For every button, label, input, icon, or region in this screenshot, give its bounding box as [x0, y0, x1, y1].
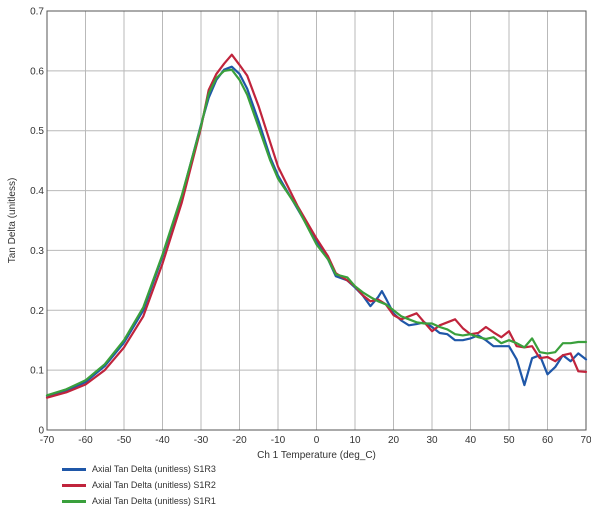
x-tick-label: 70 — [580, 435, 591, 446]
x-tick-label: 50 — [503, 435, 515, 446]
y-tick-label: 0.4 — [30, 186, 44, 197]
x-tick-label: -30 — [194, 435, 209, 446]
x-tick-label: 60 — [542, 435, 554, 446]
y-tick-label: 0.2 — [30, 306, 44, 317]
legend-swatch-s1r2 — [62, 483, 86, 487]
x-tick-label: -70 — [40, 435, 55, 446]
x-tick-label: 20 — [388, 435, 400, 446]
y-tick-label: 0.5 — [30, 126, 44, 137]
legend-swatch-s1r3 — [62, 467, 86, 471]
legend-swatch-s1r1 — [62, 499, 86, 503]
x-tick-label: 30 — [426, 435, 438, 446]
x-tick-label: 0 — [314, 435, 320, 446]
legend-label-s1r3: Axial Tan Delta (unitless) S1R3 — [92, 464, 216, 474]
x-tick-label: -40 — [155, 435, 170, 446]
legend-label-s1r1: Axial Tan Delta (unitless) S1R1 — [92, 496, 216, 506]
x-tick-label: -60 — [78, 435, 93, 446]
y-tick-label: 0.6 — [30, 66, 44, 77]
series-lines — [45, 53, 588, 399]
legend-item-s1r1: Axial Tan Delta (unitless) S1R1 — [62, 494, 216, 508]
x-tick-label: -20 — [232, 435, 247, 446]
x-tick-label: 10 — [349, 435, 361, 446]
y-tick-label: 0.3 — [30, 246, 44, 257]
series-line-2 — [45, 68, 588, 397]
y-tick-label: 0 — [38, 426, 44, 437]
y-axis-title: Tan Delta (unitless) — [7, 178, 18, 264]
chart-grid — [46, 10, 587, 431]
x-tick-label: 40 — [465, 435, 477, 446]
y-tick-label: 0.1 — [30, 366, 44, 377]
x-axis-ticks: -70 -60 -50 -40 -30 -20 -10 0 10 20 30 40 50 60 70 — [40, 435, 591, 446]
plot-frame — [46, 10, 587, 431]
y-tick-label: 0.7 — [30, 7, 44, 18]
x-tick-label: -50 — [117, 435, 132, 446]
x-tick-label: -10 — [271, 435, 286, 446]
legend-item-s1r2: Axial Tan Delta (unitless) S1R2 — [62, 478, 216, 492]
legend-item-s1r3: Axial Tan Delta (unitless) S1R3 — [62, 462, 216, 476]
y-axis-ticks: 0 0.1 0.2 0.3 0.4 0.5 0.6 0.7 — [30, 7, 44, 437]
chart-legend: Axial Tan Delta (unitless) S1R3 Axial Ta… — [62, 462, 216, 510]
x-axis-title: Ch 1 Temperature (deg_C) — [257, 450, 376, 461]
legend-label-s1r2: Axial Tan Delta (unitless) S1R2 — [92, 480, 216, 490]
